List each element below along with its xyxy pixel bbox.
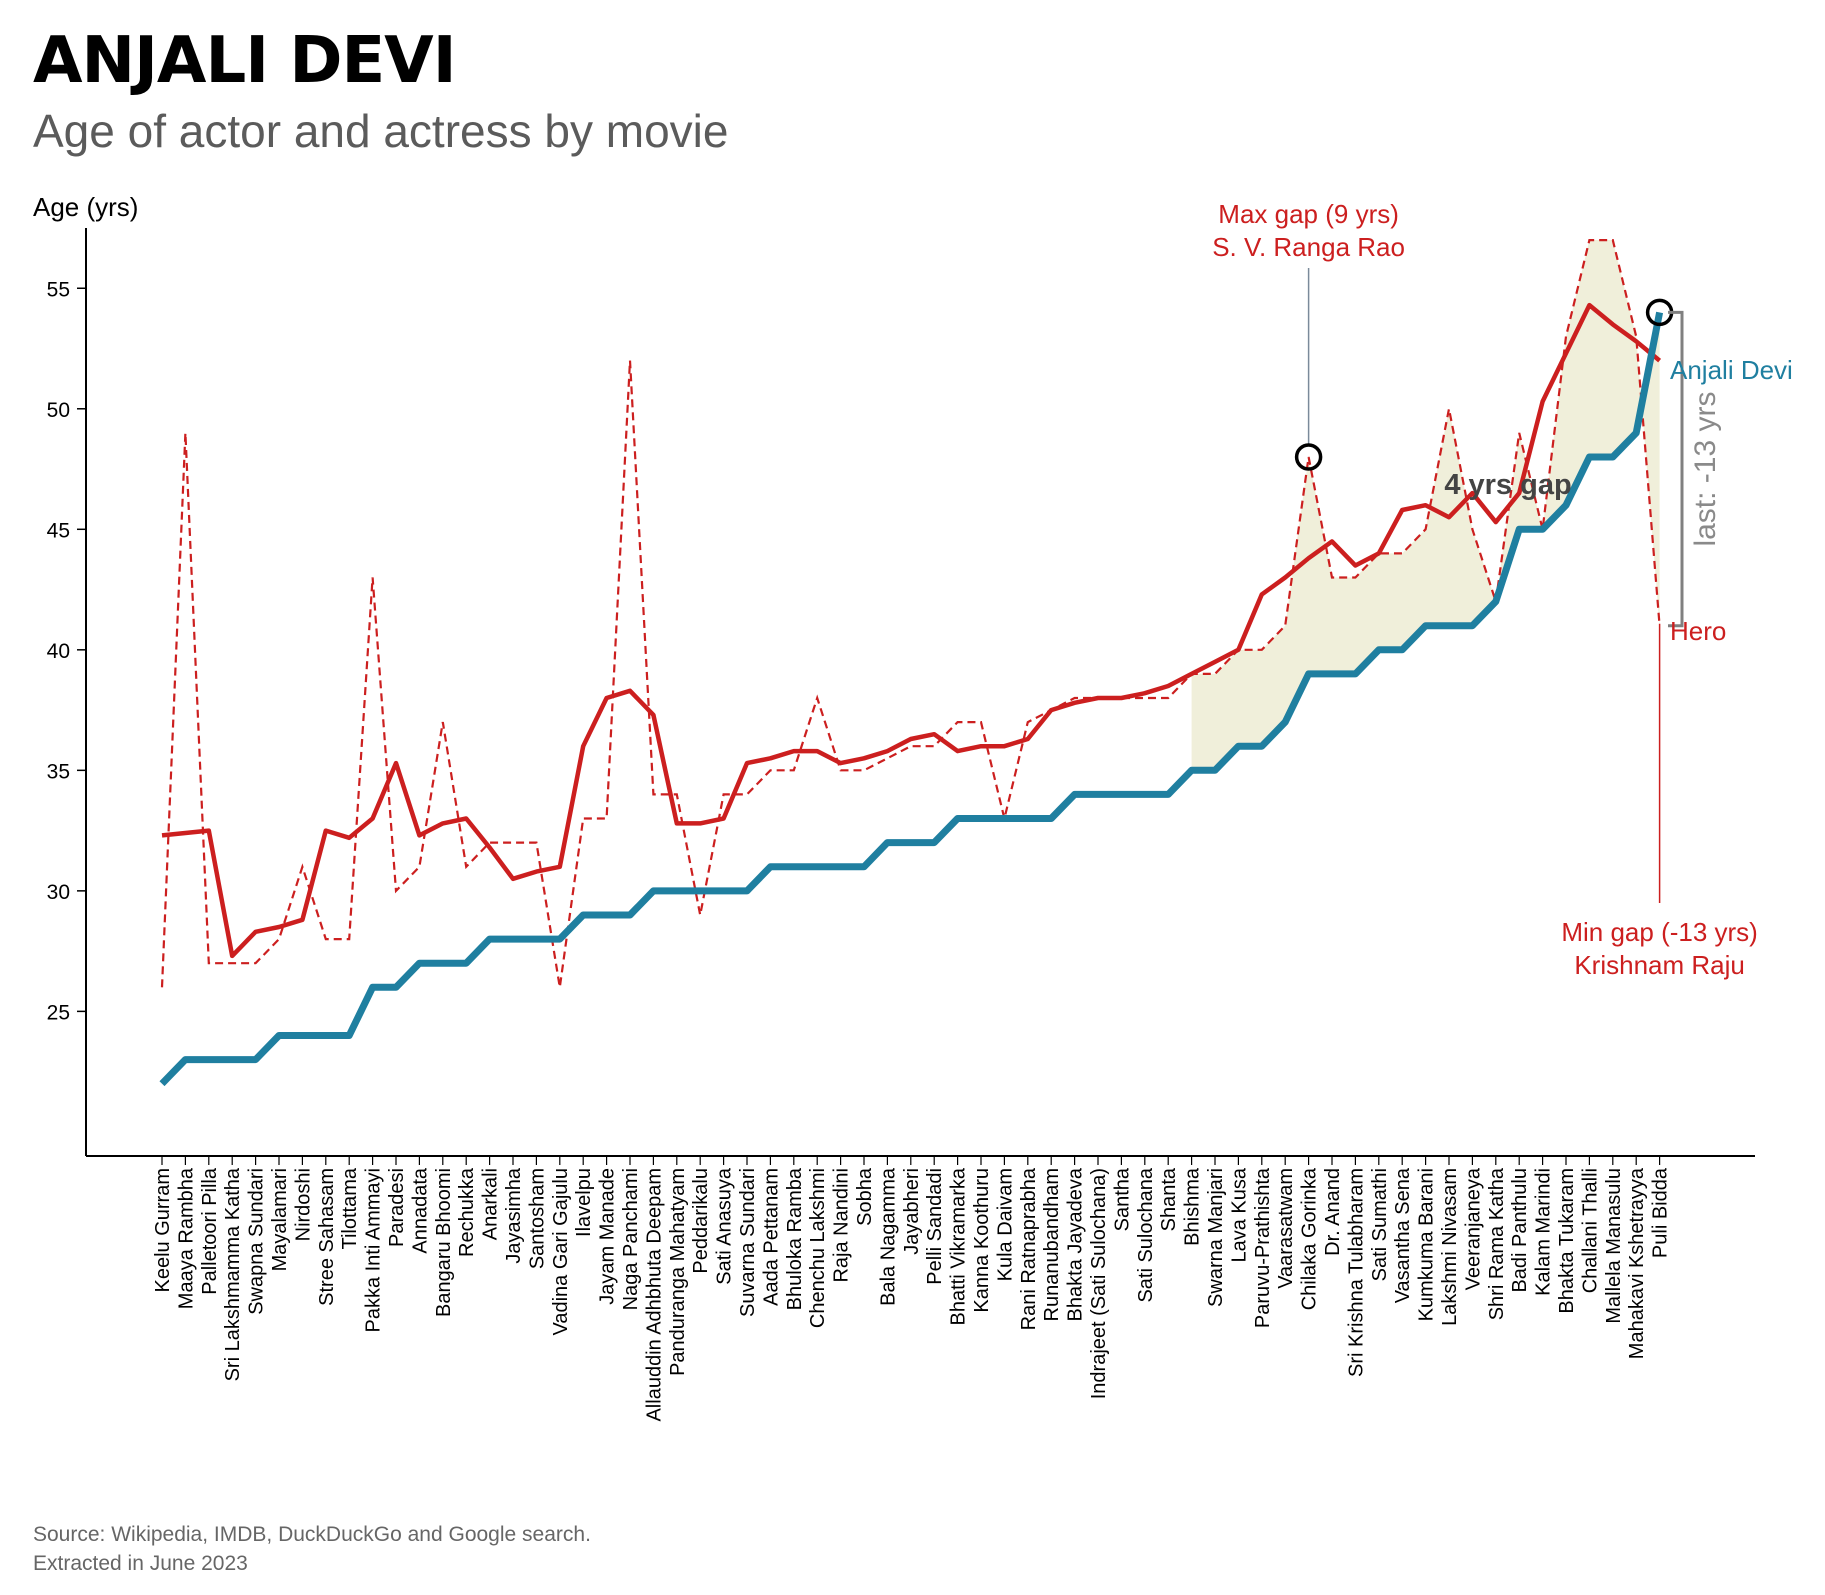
x-tick-label: Jayasimha (503, 1167, 525, 1263)
x-tick-label: Allauddin Adhbhuta Deepam (643, 1168, 665, 1422)
x-tick-label: Dr. Anand (1322, 1168, 1344, 1256)
x-tick-label: Paradesi (386, 1168, 408, 1247)
x-tick-label: Chenchu Lakshmi (807, 1168, 829, 1328)
x-tick-label: Vasantha Sena (1392, 1167, 1414, 1303)
x-tick-label: Runanubandham (1041, 1168, 1063, 1321)
x-tick-label: Nirdoshi (292, 1168, 314, 1241)
x-tick-label: Pelli Sandadi (924, 1168, 946, 1285)
x-tick-label: Chilaka Gorinka (1299, 1167, 1321, 1310)
x-tick-label: Bhakta Jayadeva (1065, 1167, 1087, 1321)
x-tick-label: Suvarna Sundari (737, 1168, 759, 1317)
x-tick-label: Lakshmi Nivasam (1439, 1168, 1461, 1326)
x-tick-label: Maaya Rambha (175, 1167, 197, 1309)
x-tick-label: Bhatti Vikramarka (948, 1167, 970, 1325)
x-tick-label: Sobha (854, 1167, 876, 1226)
x-tick-label: Bhuloka Ramba (784, 1167, 806, 1310)
x-tick-label: Vaarasatwam (1275, 1168, 1297, 1289)
max-gap-actor-label: S. V. Ranga Rao (1212, 232, 1405, 262)
y-axis-label: Age (yrs) (33, 192, 139, 222)
x-tick-label: Kanna Koothuru (971, 1168, 993, 1313)
x-tick-label: Aada Pettanam (760, 1168, 782, 1306)
x-tick-label: Ilavelpu (573, 1168, 595, 1237)
x-tick-label: Sri Krishna Tulabharam (1345, 1168, 1367, 1377)
x-tick-label: Swarna Manjari (1205, 1168, 1227, 1307)
x-tick-label: Mallela Manasulu (1603, 1168, 1625, 1324)
y-tick-label: 45 (47, 519, 70, 542)
x-tick-label: Challani Thalli (1579, 1168, 1601, 1293)
hero-end-label: Hero (1670, 616, 1726, 646)
x-tick-label: Stree Sahasam (316, 1168, 338, 1306)
chart-title: ANJALI DEVI (33, 24, 456, 98)
y-tick-label: 30 (47, 881, 70, 904)
x-tick-label: Rechukka (456, 1167, 478, 1257)
y-tick-label: 40 (47, 640, 70, 663)
last-gap-bracket (1668, 310, 1684, 628)
x-tick-label: Mahakavi Kshetrayya (1626, 1167, 1648, 1359)
x-tick-label: Shanta (1158, 1167, 1180, 1231)
y-tick-label: 25 (47, 1001, 70, 1024)
x-tick-label: Puli Bidda (1650, 1167, 1672, 1258)
x-tick-label: Naga Panchami (620, 1168, 642, 1310)
x-tick-label: Jayam Manade (597, 1168, 619, 1305)
min-gap-label: Min gap (-13 yrs) (1561, 917, 1758, 947)
x-tick-label: Bala Nagamma (877, 1167, 899, 1306)
x-tick-label: Kalam Marindi (1533, 1168, 1555, 1296)
source-line: Source: Wikipedia, IMDB, DuckDuckGo and … (33, 1523, 591, 1546)
x-tick-label: Raja Nandini (831, 1168, 853, 1283)
x-tick-label: Shri Rama Katha (1486, 1167, 1508, 1320)
x-tick-label: Anarkali (480, 1168, 502, 1240)
x-tick-label: Swapna Sundari (246, 1168, 268, 1315)
x-tick-label: Bangaru Bhoomi (433, 1168, 455, 1317)
y-tick-label: 35 (47, 760, 70, 783)
source-note: Source: Wikipedia, IMDB, DuckDuckGo and … (33, 1520, 591, 1578)
chart-subtitle: Age of actor and actress by movie (33, 105, 729, 157)
x-tick-label: Kumkuma Barani (1416, 1168, 1438, 1321)
max-gap-label: Max gap (9 yrs) (1218, 199, 1399, 229)
gap-shading (1191, 240, 1660, 771)
x-tick-label: Indrajeet (Sati Sulochana) (1088, 1168, 1110, 1399)
x-tick-label: Badi Panthulu (1509, 1168, 1531, 1293)
x-tick-label: Annadata (409, 1167, 431, 1254)
x-tick-label: Rani Ratnaprabha (1018, 1167, 1040, 1330)
hero-trend-line (161, 302, 1662, 959)
x-tick-label: Paruvu-Prathishta (1252, 1167, 1274, 1328)
actress-end-label: Anjali Devi (1670, 355, 1793, 385)
max-gap-marker (1294, 443, 1323, 471)
hero-dashed-line (160, 239, 1661, 988)
x-tick-label: Santosham (526, 1168, 548, 1269)
x-tick-label: Mayalamari (269, 1168, 291, 1271)
x-tick-label: Jayabheri (901, 1168, 923, 1255)
x-tick-label: Sri Lakshmamma Katha (222, 1167, 244, 1381)
x-tick-label: Santha (1111, 1167, 1133, 1231)
x-tick-label: Pakka Inti Ammayi (363, 1168, 385, 1333)
y-tick-label: 55 (47, 278, 70, 301)
y-tick-label: 50 (47, 399, 70, 422)
x-tick-label: Sati Sumathi (1369, 1168, 1391, 1281)
x-tick-label: Lava Kusa (1228, 1167, 1250, 1262)
x-tick-label: Bhakta Tukaram (1556, 1168, 1578, 1314)
x-tick-label: Tilottama (339, 1167, 361, 1249)
x-tick-label: Sati Anasuya (714, 1167, 736, 1285)
actress-line (159, 311, 1664, 1087)
extracted-line: Extracted in June 2023 (33, 1552, 248, 1575)
x-tick-label: Keelu Gurram (152, 1168, 174, 1293)
x-tick-label: Peddarikalu (690, 1168, 712, 1274)
x-tick-label: Sati Sulochana (1135, 1167, 1157, 1302)
gap-label: 4 yrs gap (1444, 469, 1571, 501)
x-tick-label: Palletoori Pilla (199, 1167, 221, 1295)
x-tick-label: Bhishma (1182, 1167, 1204, 1246)
min-gap-actor-label: Krishnam Raju (1574, 950, 1745, 980)
x-tick-label: Vadina Gari Gajulu (550, 1168, 572, 1336)
last-gap-label: last: -13 yrs (1689, 392, 1722, 547)
x-tick-label: Kula Daivam (994, 1168, 1016, 1281)
x-tick-label: Veeranjaneya (1462, 1167, 1484, 1290)
x-tick-label: Panduranga Mahatyam (667, 1168, 689, 1376)
